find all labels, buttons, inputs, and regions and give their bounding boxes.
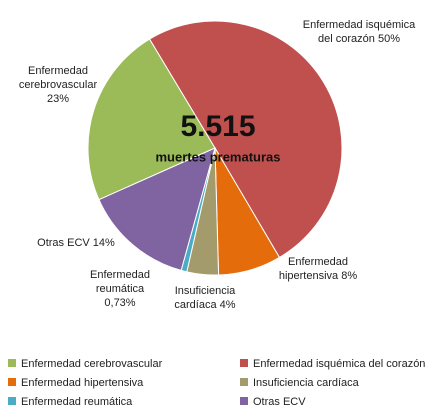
- slice-label-value: 4%: [219, 299, 236, 311]
- slice-label: Enfermedad isquémica del corazón 50%: [300, 18, 418, 46]
- center-subtitle: muertes prematuras: [156, 149, 281, 164]
- legend-label: Insuficiencia cardíaca: [253, 377, 359, 389]
- legend-item: Enfermedad hipertensiva: [8, 377, 143, 389]
- legend-label: Enfermedad hipertensiva: [21, 377, 144, 389]
- slice-label-value: 8%: [341, 270, 358, 282]
- slice-label-value: 50%: [377, 33, 400, 45]
- slice-label-name: Enfermedad cerebrovascular: [18, 65, 98, 91]
- legend-swatch: [240, 378, 248, 386]
- legend-swatch: [8, 378, 16, 386]
- slice-label-name: Enfermedad hipertensiva: [278, 256, 348, 282]
- legend-label: Otras ECV: [253, 396, 306, 408]
- legend-label: Enfermedad cerebrovascular: [21, 358, 163, 370]
- pie-slice: [98, 147, 216, 272]
- legend-item: Insuficiencia cardíaca: [240, 377, 359, 389]
- slice-label: Enfermedad cerebrovascular 23%: [8, 64, 108, 106]
- legend-swatch: [240, 359, 248, 367]
- pie-slice: [148, 20, 343, 259]
- slice-label-name: Enfermedad reumática: [90, 269, 150, 295]
- legend-label: Enfermedad reumática: [21, 396, 133, 408]
- legend-item: Enfermedad reumática: [8, 396, 132, 408]
- slice-label-name: Enfermedad isquémica del corazón: [302, 19, 416, 45]
- slice-label-value: 0,73%: [104, 297, 136, 309]
- legend-item: Otras ECV: [240, 396, 306, 408]
- legend-item: Enfermedad isquémica del corazón: [240, 358, 425, 370]
- slice-label-name: Otras ECV: [37, 237, 90, 249]
- legend-swatch: [240, 397, 248, 405]
- legend-swatch: [8, 397, 16, 405]
- center-title: 5.515: [180, 110, 255, 143]
- legend-swatch: [8, 359, 16, 367]
- slice-label-name: Insuficiencia cardíaca: [174, 285, 236, 311]
- legend-label: Enfermedad isquémica del corazón: [253, 358, 426, 370]
- slice-label: Enfermedad reumática 0,73%: [84, 268, 156, 310]
- slice-label-value: 14%: [92, 237, 115, 249]
- slice-label: Insuficiencia cardíaca 4%: [160, 284, 250, 312]
- slice-label: Otras ECV 14%: [16, 236, 136, 250]
- pie-slice: [87, 38, 216, 201]
- slice-label: Enfermedad hipertensiva 8%: [268, 255, 368, 283]
- legend-item: Enfermedad cerebrovascular: [8, 358, 162, 370]
- slice-label-value: 23%: [46, 93, 70, 105]
